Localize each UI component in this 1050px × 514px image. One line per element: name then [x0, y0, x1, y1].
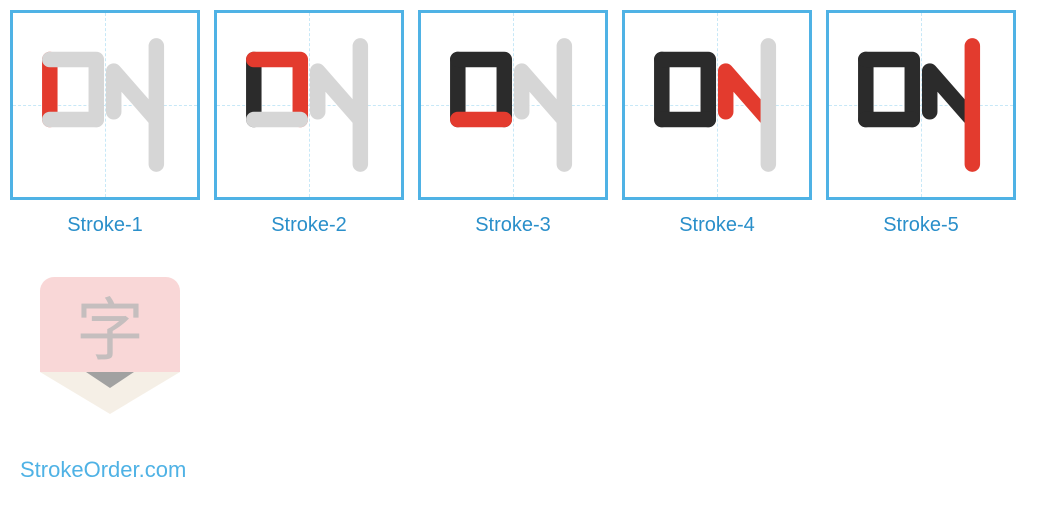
char-glyph-3: [421, 13, 605, 197]
stroke-box-2: [214, 10, 404, 200]
stroke-label-4: Stroke-4: [679, 214, 755, 237]
stroke-cell-3: Stroke-3: [418, 10, 608, 237]
stroke-box-3: [418, 10, 608, 200]
stroke-cell-5: Stroke-5: [826, 10, 1016, 237]
stroke-label-5: Stroke-5: [883, 214, 959, 237]
logo-background: 字: [40, 277, 180, 372]
stroke-label-2: Stroke-2: [271, 214, 347, 237]
logo-pencil-icon: [40, 372, 180, 414]
logo-character: 字: [76, 275, 144, 374]
stroke-label-1: Stroke-1: [67, 214, 143, 237]
char-glyph-4: [625, 13, 809, 197]
char-glyph-1: [13, 13, 197, 197]
stroke-box-4: [622, 10, 812, 200]
logo-pencil-tip: [86, 372, 134, 388]
char-glyph-2: [217, 13, 401, 197]
stroke-box-5: [826, 10, 1016, 200]
stroke-cell-2: Stroke-2: [214, 10, 404, 237]
stroke-order-row: Stroke-1 Stroke-2 Stroke-3 Stroke-4 Stro…: [10, 10, 1050, 237]
stroke-label-3: Stroke-3: [475, 214, 551, 237]
site-logo: 字: [40, 277, 180, 417]
stroke-box-1: [10, 10, 200, 200]
stroke-cell-4: Stroke-4: [622, 10, 812, 237]
watermark-text: StrokeOrder.com: [20, 457, 1050, 483]
stroke-cell-1: Stroke-1: [10, 10, 200, 237]
char-glyph-5: [829, 13, 1013, 197]
